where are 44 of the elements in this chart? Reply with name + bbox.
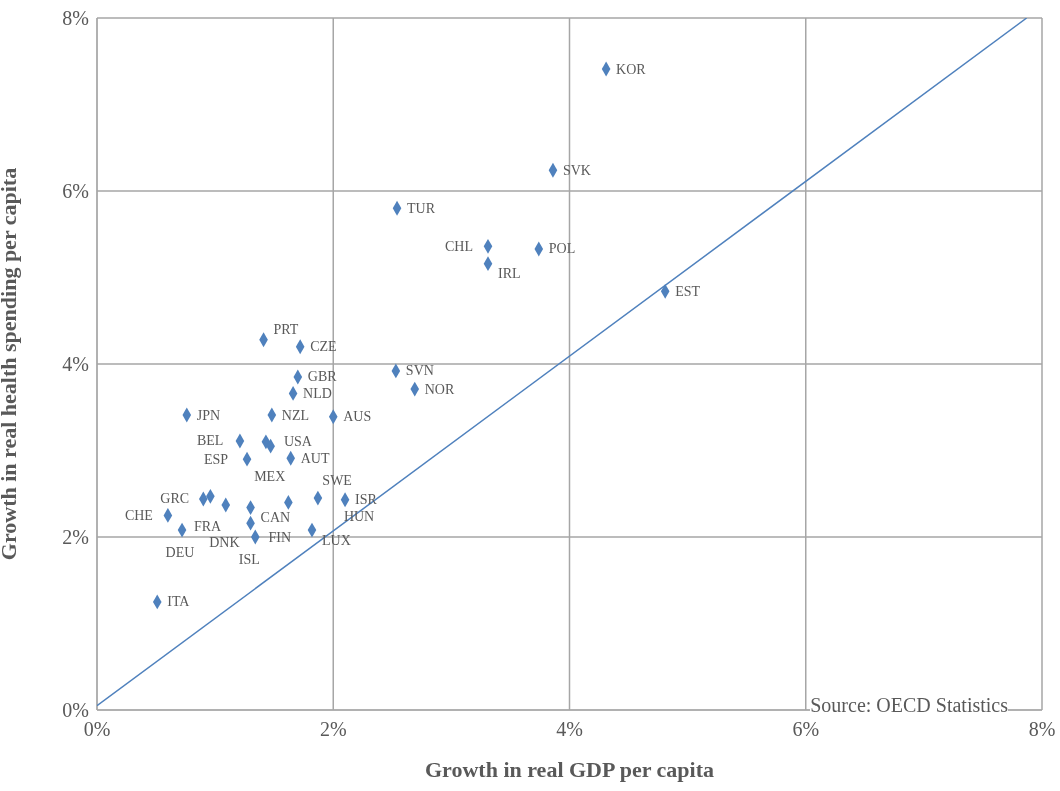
- annotation: AUT: [300, 450, 330, 466]
- annotation: SWE: [322, 472, 352, 488]
- annotation: NZL: [281, 407, 310, 423]
- x-tick-label: 2%: [319, 718, 347, 741]
- annotation: FRA: [193, 518, 223, 534]
- annotation: JPN: [196, 407, 221, 423]
- annotation: ISR: [355, 492, 378, 508]
- x-tick-label: 6%: [792, 718, 820, 741]
- annotation: IRL: [497, 266, 521, 282]
- annotation: CHE: [124, 507, 153, 523]
- annotation: SVK: [562, 162, 591, 178]
- annotation: SVN: [405, 363, 434, 379]
- annotation: BEL: [196, 433, 224, 449]
- annotation: CAN: [260, 510, 291, 526]
- annotation: USA: [283, 434, 313, 450]
- y-axis-title: Growth in real health spending per capita: [0, 167, 21, 561]
- x-axis-title: Growth in real GDP per capita: [424, 757, 715, 782]
- y-tick-label: 2%: [62, 526, 89, 549]
- x-tick-label: 8%: [1028, 718, 1056, 741]
- annotation: DNK: [209, 535, 240, 551]
- annotation: ESP: [204, 451, 229, 467]
- annotation: NOR: [424, 381, 455, 397]
- annotation: DEU: [165, 544, 195, 560]
- annotation: ITA: [167, 594, 191, 610]
- annotation: POL: [548, 241, 576, 257]
- annotation: ISL: [238, 551, 260, 567]
- annotation: TUR: [407, 200, 436, 216]
- y-tick-label: 4%: [62, 353, 89, 376]
- annotation: GBR: [307, 369, 338, 385]
- annotation: PRT: [273, 322, 299, 338]
- annotation: MEX: [254, 468, 286, 484]
- x-tick-label: 4%: [556, 718, 583, 741]
- annotation: AUS: [343, 409, 372, 425]
- annotation: Source: OECD Statistics: [810, 693, 1008, 717]
- y-tick-label: 6%: [62, 180, 89, 203]
- annotation: FIN: [268, 529, 292, 545]
- annotation: LUX: [321, 532, 351, 548]
- annotation: GRC: [160, 491, 190, 507]
- annotation: CZE: [310, 339, 337, 355]
- annotation: NLD: [303, 385, 332, 401]
- annotation: KOR: [616, 61, 647, 77]
- y-tick-label: 8%: [62, 7, 89, 30]
- annotation: EST: [675, 283, 701, 299]
- annotation: CHL: [444, 238, 473, 254]
